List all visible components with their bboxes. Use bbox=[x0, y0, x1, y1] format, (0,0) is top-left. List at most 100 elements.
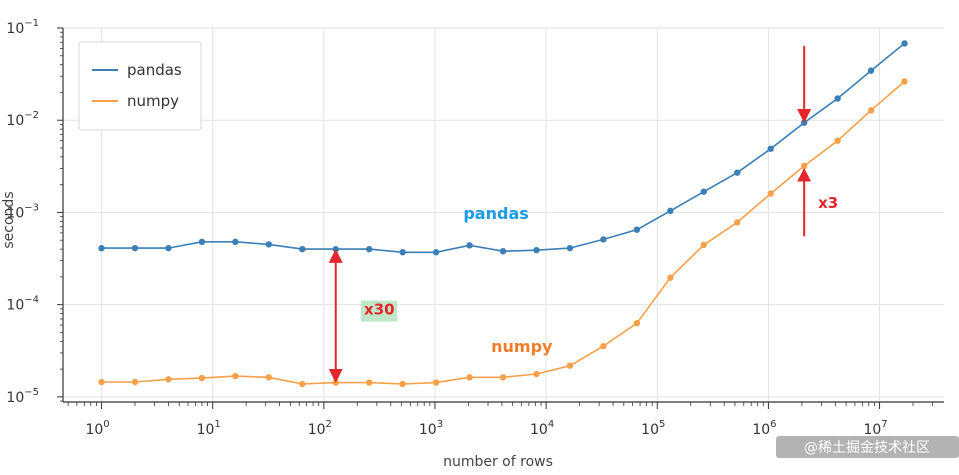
data-point-numpy bbox=[901, 78, 908, 85]
x-tick-label: 103 bbox=[419, 419, 443, 438]
y-tick-exponent: −5 bbox=[24, 387, 39, 398]
x-tick-exponent: 6 bbox=[770, 419, 776, 430]
data-point-pandas bbox=[800, 119, 808, 126]
grid bbox=[63, 27, 944, 402]
data-point-pandas bbox=[700, 188, 707, 195]
data-point-numpy bbox=[633, 319, 641, 327]
data-point-pandas bbox=[332, 245, 339, 253]
annotation-label: numpy bbox=[491, 337, 553, 356]
data-point-numpy bbox=[332, 379, 339, 386]
x-tick-exponent: 0 bbox=[103, 419, 109, 430]
data-point-numpy bbox=[867, 107, 875, 114]
data-point-numpy bbox=[366, 379, 373, 386]
x-tick-exponent: 2 bbox=[326, 419, 332, 430]
ticks: 100 101 102 103 104 105 106 10710−510−410−310−2… bbox=[6, 18, 933, 438]
x-tick-base: 10 bbox=[752, 422, 770, 438]
data-point-pandas bbox=[366, 245, 373, 253]
data-point-pandas bbox=[432, 249, 440, 256]
annotation-label: x3 bbox=[818, 194, 838, 212]
watermark-text: @稀土掘金技术社区 bbox=[804, 440, 930, 456]
y-tick-base: 10 bbox=[6, 205, 24, 221]
data-point-numpy bbox=[667, 274, 674, 281]
x-tick-exponent: 7 bbox=[881, 419, 887, 430]
data-point-pandas bbox=[98, 244, 105, 252]
data-point-numpy bbox=[800, 162, 808, 170]
y-axis-label: seconds bbox=[1, 191, 17, 248]
data-point-numpy bbox=[499, 374, 507, 381]
data-point-pandas bbox=[232, 238, 239, 246]
legend-box bbox=[78, 41, 202, 131]
legend: pandas numpy bbox=[78, 41, 202, 131]
y-tick-base: 10 bbox=[6, 21, 24, 37]
x-tick-exponent: 3 bbox=[437, 419, 443, 430]
data-point-numpy bbox=[533, 370, 540, 378]
y-tick-base: 10 bbox=[6, 298, 24, 314]
data-point-numpy bbox=[232, 372, 239, 380]
x-tick-label: 102 bbox=[308, 419, 332, 438]
x-tick-base: 10 bbox=[419, 422, 437, 438]
data-point-pandas bbox=[901, 40, 908, 47]
data-point-numpy bbox=[466, 374, 473, 381]
data-point-numpy bbox=[198, 374, 206, 382]
y-tick-base: 10 bbox=[6, 390, 24, 406]
data-point-pandas bbox=[299, 245, 306, 253]
y-tick-label: 10−2 bbox=[6, 110, 39, 129]
y-tick-base: 10 bbox=[6, 113, 24, 129]
data-point-pandas bbox=[633, 226, 641, 233]
data-point-pandas bbox=[399, 249, 406, 256]
y-tick-label: 10−1 bbox=[6, 18, 39, 37]
x-tick-label: 105 bbox=[641, 419, 665, 438]
x-tick-base: 10 bbox=[863, 422, 881, 438]
y-tick-label: 10−3 bbox=[6, 202, 39, 221]
data-point-pandas bbox=[499, 247, 507, 255]
data-point-pandas bbox=[265, 241, 273, 248]
data-point-numpy bbox=[98, 378, 105, 386]
data-point-pandas bbox=[131, 244, 139, 252]
watermark: @稀土掘金技术社区 bbox=[776, 436, 959, 458]
data-point-numpy bbox=[299, 380, 306, 388]
x-tick-label: 106 bbox=[752, 419, 776, 438]
plot-frame bbox=[62, 28, 944, 403]
data-point-numpy bbox=[566, 362, 574, 369]
data-point-pandas bbox=[867, 67, 875, 74]
legend-label: numpy bbox=[127, 92, 179, 110]
y-tick-label: 10−4 bbox=[6, 295, 39, 314]
data-point-pandas bbox=[566, 244, 574, 252]
x-tick-base: 10 bbox=[197, 422, 215, 438]
annotations: pandas numpy x30 x3 bbox=[328, 45, 838, 383]
data-point-numpy bbox=[734, 219, 741, 226]
data-point-numpy bbox=[399, 380, 406, 388]
data-point-pandas bbox=[600, 236, 607, 243]
data-point-numpy bbox=[165, 376, 172, 383]
data-point-pandas bbox=[767, 145, 774, 152]
x-tick-label: 104 bbox=[530, 419, 554, 438]
data-point-pandas bbox=[466, 242, 473, 249]
x-tick-base: 10 bbox=[530, 422, 548, 438]
data-point-pandas bbox=[198, 238, 206, 246]
annotation-label: x30 bbox=[364, 301, 395, 319]
y-tick-label: 10−5 bbox=[6, 387, 39, 406]
data-point-numpy bbox=[767, 190, 774, 197]
x-tick-base: 10 bbox=[308, 422, 326, 438]
legend-label: pandas bbox=[127, 61, 182, 79]
x-tick-base: 10 bbox=[641, 422, 659, 438]
x-axis-label: number of rows bbox=[443, 454, 553, 470]
data-point-pandas bbox=[533, 246, 540, 254]
data-point-numpy bbox=[265, 374, 273, 381]
y-tick-exponent: −4 bbox=[24, 295, 39, 306]
y-tick-exponent: −2 bbox=[24, 110, 39, 121]
x-tick-exponent: 1 bbox=[214, 419, 220, 430]
data-point-pandas bbox=[667, 207, 674, 215]
x-tick-label: 101 bbox=[197, 419, 221, 438]
annotation-label: pandas bbox=[463, 204, 528, 223]
data-point-pandas bbox=[734, 169, 741, 176]
data-point-numpy bbox=[834, 137, 841, 144]
x-tick-label: 100 bbox=[85, 419, 109, 438]
data-point-pandas bbox=[834, 95, 841, 102]
series bbox=[98, 40, 908, 388]
annotation-highlight bbox=[361, 300, 398, 322]
y-tick-exponent: −3 bbox=[24, 202, 39, 213]
x-tick-label: 107 bbox=[863, 419, 887, 438]
data-point-numpy bbox=[700, 241, 707, 249]
